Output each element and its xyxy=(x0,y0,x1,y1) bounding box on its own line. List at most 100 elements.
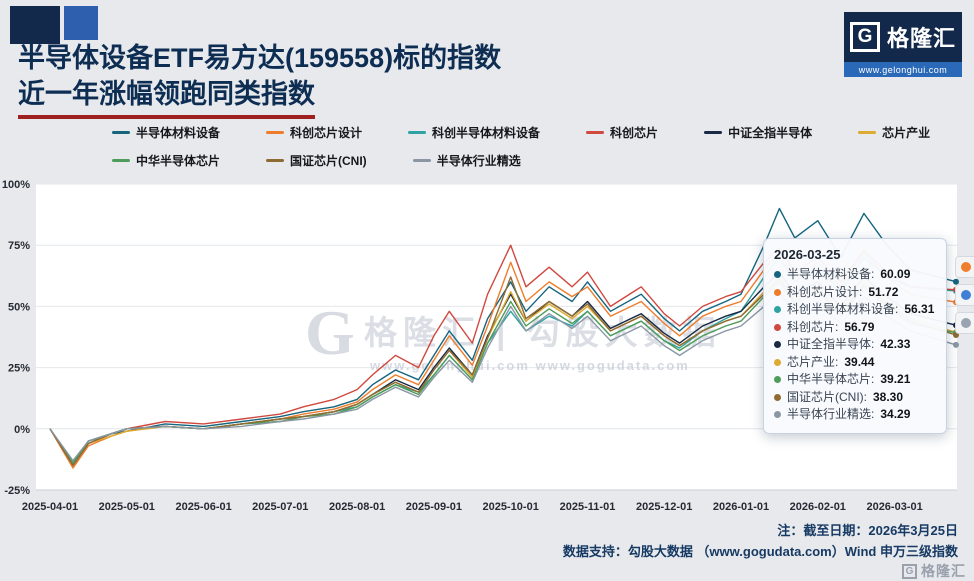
gelonghui-logo-url: www.gelonghui.com xyxy=(844,62,962,77)
tooltip-series-value: 38.30 xyxy=(873,389,904,404)
legend-row-1: 半导体材料设备 科创芯片设计 科创半导体材料设备 科创芯片 中证全指半导体 芯片产业 xyxy=(112,124,962,141)
legend-item-4[interactable]: 中证全指半导体 xyxy=(704,124,812,141)
tooltip-rows: 半导体材料设备: 60.09 科创芯片设计: 51.72 科创半导体材料设备: 56.31… xyxy=(774,266,936,424)
tooltip-row: 国证芯片(CNI): 38.30 xyxy=(774,389,936,407)
series-dot-icon xyxy=(774,376,781,384)
legend-label: 科创芯片 xyxy=(610,126,659,140)
legend-marker-icon xyxy=(266,131,285,134)
gelonghui-logo: G 格隆汇 www.gelonghui.com xyxy=(844,12,962,77)
tooltip-series-label: 科创半导体材料设备: xyxy=(787,302,899,316)
x-axis-label: 2025-04-01 xyxy=(22,501,78,513)
corner-logo-text: 格隆汇 xyxy=(921,563,966,579)
tooltip-series-value: 34.29 xyxy=(880,407,911,421)
series-dot-icon xyxy=(774,341,781,349)
y-axis-label: 25% xyxy=(8,363,30,375)
tooltip-date: 2026-03-25 xyxy=(774,247,841,262)
tooltip-row: 中证全指半导体: 42.33 xyxy=(774,336,936,354)
corner-logo-g-icon: G xyxy=(902,563,917,579)
series-dot-icon xyxy=(774,271,781,279)
legend-item-2[interactable]: 科创半导体材料设备 xyxy=(408,124,540,141)
x-axis-label: 2026-02-01 xyxy=(790,501,846,513)
y-axis-label: -25% xyxy=(4,485,30,497)
page-title-line2: 近一年涨幅领跑同类指数 xyxy=(18,76,315,119)
gelonghui-logo-main: G 格隆汇 xyxy=(844,12,962,62)
series-dot-icon xyxy=(774,393,781,401)
y-axis-label: 75% xyxy=(8,240,30,252)
tooltip-series-label: 科创芯片: xyxy=(787,319,839,334)
x-axis-label: 2025-10-01 xyxy=(483,501,539,513)
watermark-g-icon: G xyxy=(305,297,355,368)
x-axis-label: 2025-12-01 xyxy=(636,501,692,513)
legend-label: 科创芯片设计 xyxy=(290,126,363,140)
legend-item-1[interactable]: 科创芯片设计 xyxy=(266,124,362,141)
series-dot-icon xyxy=(774,306,781,314)
series-dot-icon xyxy=(774,323,781,331)
gelonghui-logo-name: 格隆汇 xyxy=(886,26,956,51)
legend-label: 科创半导体材料设备 xyxy=(432,126,541,140)
corner-logo: G 格隆汇 xyxy=(902,561,966,581)
legend-label: 芯片产业 xyxy=(882,126,931,140)
series-dot-icon xyxy=(774,288,781,296)
tooltip-series-label: 科创芯片设计: xyxy=(787,284,863,299)
legend-marker-icon xyxy=(112,159,130,162)
share-icon-2[interactable] xyxy=(955,284,974,306)
tooltip-series-label: 芯片产业: xyxy=(787,354,839,369)
tooltip-series-label: 半导体行业精选: xyxy=(787,407,875,421)
share-panel xyxy=(955,256,974,334)
tooltip-row: 科创芯片: 56.79 xyxy=(774,319,936,337)
x-axis-label: 2025-06-01 xyxy=(175,501,231,513)
page-title: 半导体设备ETF易方达(159558)标的指数 近一年涨幅领跑同类指数 xyxy=(18,40,501,119)
tooltip-row: 半导体材料设备: 60.09 xyxy=(774,266,936,284)
decor-square-blue xyxy=(64,6,98,40)
decor-square-navy xyxy=(10,6,60,44)
series-endpoint-0 xyxy=(953,278,959,285)
x-axis-label: 2026-03-01 xyxy=(866,501,922,513)
share-glyph-gray xyxy=(961,318,971,328)
x-axis-label: 2025-09-01 xyxy=(406,501,462,513)
page-title-line1: 半导体设备ETF易方达(159558)标的指数 xyxy=(18,43,502,73)
series-dot-icon xyxy=(774,411,781,419)
tooltip-row: 芯片产业: 39.44 xyxy=(774,354,936,372)
legend-marker-icon xyxy=(704,131,723,134)
footnote-source: 数据支持：勾股大数据 （www.gogudata.com）Wind 申万三级指数 xyxy=(562,544,958,559)
share-icon-3[interactable] xyxy=(955,312,974,334)
tooltip-series-label: 国证芯片(CNI): xyxy=(787,389,867,404)
legend-item-6[interactable]: 中华半导体芯片 xyxy=(112,152,220,169)
tooltip-series-label: 中华半导体芯片: xyxy=(787,372,875,386)
legend-item-0[interactable]: 半导体材料设备 xyxy=(112,124,220,141)
tooltip-series-label: 中证全指半导体: xyxy=(787,337,875,351)
tooltip-series-value: 60.09 xyxy=(880,267,911,281)
x-axis-label: 2025-11-01 xyxy=(560,501,616,513)
y-axis-label: 50% xyxy=(8,301,30,313)
tooltip-row: 科创半导体材料设备: 56.31 xyxy=(774,301,936,319)
x-axis-label: 2026-01-01 xyxy=(713,501,769,513)
y-axis-label: 0% xyxy=(14,424,30,436)
chart-tooltip: 2026-03-25 半导体材料设备: 60.09 科创芯片设计: 51.72 科创半导… xyxy=(763,238,947,434)
legend-row-2: 中华半导体芯片 国证芯片(CNI) 半导体行业精选 xyxy=(112,152,962,169)
legend-label: 中华半导体芯片 xyxy=(136,154,221,168)
legend-marker-icon xyxy=(112,131,130,134)
y-axis-label: 100% xyxy=(2,179,30,191)
tooltip-row: 半导体行业精选: 34.29 xyxy=(774,406,936,424)
watermark-urls: www.gelonghui.com www.gogudata.com xyxy=(369,358,690,373)
tooltip-row: 科创芯片设计: 51.72 xyxy=(774,284,936,302)
legend-label: 半导体材料设备 xyxy=(136,126,221,140)
legend-item-3[interactable]: 科创芯片 xyxy=(586,124,658,141)
chart-legend: 半导体材料设备 科创芯片设计 科创半导体材料设备 科创芯片 中证全指半导体 芯片产业 中华… xyxy=(112,124,962,180)
legend-marker-icon xyxy=(586,131,605,134)
legend-item-5[interactable]: 芯片产业 xyxy=(858,124,930,141)
legend-marker-icon xyxy=(266,159,285,162)
legend-item-8[interactable]: 半导体行业精选 xyxy=(412,152,521,169)
share-glyph-blue xyxy=(961,290,971,300)
tooltip-series-value: 42.33 xyxy=(880,337,911,351)
tooltip-series-value: 56.79 xyxy=(844,319,875,334)
tooltip-row: 中华半导体芯片: 39.21 xyxy=(774,371,936,389)
tooltip-series-value: 51.72 xyxy=(868,284,899,299)
legend-item-7[interactable]: 国证芯片(CNI) xyxy=(266,152,367,169)
x-axis-label: 2025-05-01 xyxy=(99,501,155,513)
legend-label: 半导体行业精选 xyxy=(436,154,521,168)
share-icon-1[interactable] xyxy=(955,256,974,278)
x-axis-label: 2025-08-01 xyxy=(329,501,385,513)
legend-label: 中证全指半导体 xyxy=(728,126,813,140)
